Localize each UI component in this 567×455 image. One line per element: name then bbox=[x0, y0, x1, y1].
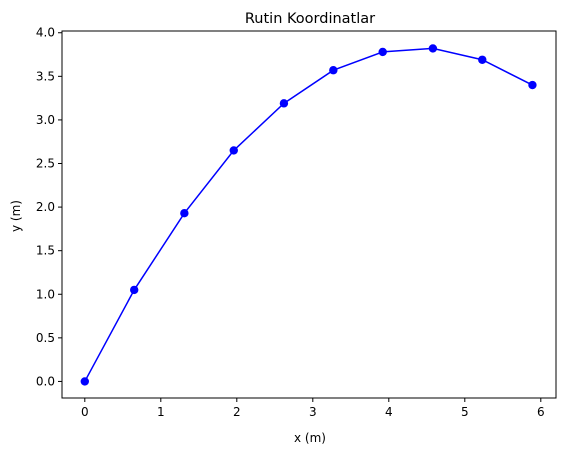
y-tick-label: 0.0 bbox=[36, 374, 55, 388]
data-point bbox=[279, 99, 289, 108]
data-point bbox=[528, 80, 537, 90]
x-tick-label: 6 bbox=[537, 405, 545, 419]
y-tick-label: 2.5 bbox=[36, 157, 55, 171]
data-point bbox=[378, 47, 387, 57]
data-point bbox=[428, 44, 438, 53]
y-tick-label: 4.0 bbox=[36, 26, 55, 40]
data-point bbox=[329, 66, 338, 75]
y-tick-label: 1.0 bbox=[36, 287, 55, 301]
x-tick-label: 0 bbox=[81, 405, 89, 419]
x-axis: 0 1 2 3 4 5 6 bbox=[81, 398, 545, 419]
series-line bbox=[84, 47, 533, 382]
x-tick-label: 2 bbox=[233, 405, 241, 419]
x-tick-label: 4 bbox=[385, 405, 393, 419]
data-point bbox=[229, 146, 238, 155]
x-tick-label: 5 bbox=[461, 405, 469, 419]
data-point bbox=[130, 285, 139, 295]
data-point bbox=[478, 55, 487, 64]
x-tick-label: 1 bbox=[157, 405, 165, 419]
y-tick-label: 1.5 bbox=[36, 244, 55, 258]
chart-title: Rutin Koordinatlar bbox=[245, 11, 375, 27]
plot-frame bbox=[61, 30, 557, 399]
plot-area bbox=[80, 44, 537, 386]
data-point bbox=[80, 377, 90, 386]
y-axis: 0.0 0.5 1.0 1.5 2.0 2.5 3.0 3.5 4.0 bbox=[36, 26, 62, 388]
y-axis-label: y (m) bbox=[9, 200, 23, 232]
y-tick-label: 3.0 bbox=[36, 113, 55, 127]
data-point bbox=[180, 208, 189, 218]
x-axis-label: x (m) bbox=[294, 431, 326, 445]
x-tick-label: 3 bbox=[309, 405, 317, 419]
y-tick-label: 2.0 bbox=[36, 200, 55, 214]
y-tick-label: 0.5 bbox=[36, 331, 55, 345]
y-tick-label: 3.5 bbox=[36, 69, 55, 83]
